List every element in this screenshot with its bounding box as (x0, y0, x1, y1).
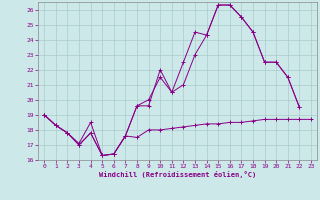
X-axis label: Windchill (Refroidissement éolien,°C): Windchill (Refroidissement éolien,°C) (99, 171, 256, 178)
